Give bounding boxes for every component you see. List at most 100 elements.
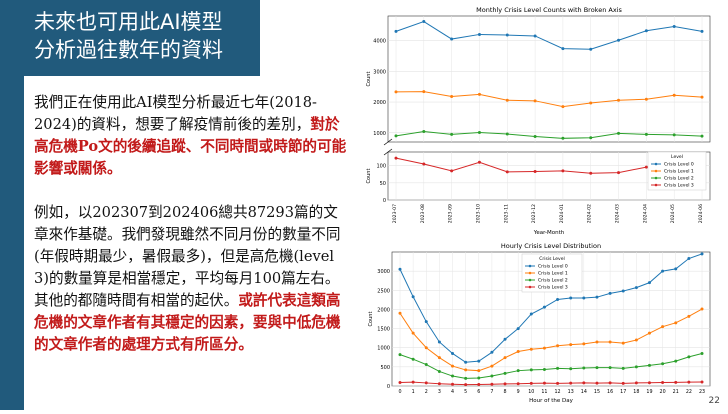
data-point [687,314,691,318]
legend-label: Crisis Level 3 [538,285,568,291]
y-tick-label: 500 [380,365,390,371]
data-point [464,376,468,380]
x-tick-label: 2024-05 [670,204,676,223]
data-point [398,381,402,385]
lower-y-tick-label: 0 [383,198,386,204]
axis-break-mark [383,148,393,156]
data-point [582,366,586,370]
data-point [595,366,599,370]
paragraph-2-normal: 例如，以202307到202406總共87293篇的文章來作基礎。我們發現雖然不… [34,204,341,309]
data-point [533,34,537,38]
data-point [582,381,586,385]
y-tick-label: 0 [387,384,390,390]
data-point [503,371,507,375]
data-point [503,382,507,386]
data-point [424,381,428,385]
data-point [634,381,638,385]
slide-body-text: 我們正在使用此AI模型分析最近七年(2018-2024)的資料，想要了解疫情前後… [34,92,352,378]
x-tick-label: 20 [660,389,666,395]
upper-y-tick-label: 3000 [373,69,386,75]
x-tick-label: 11 [541,389,547,395]
data-point [516,350,520,354]
data-point [608,291,612,295]
data-point [608,366,612,370]
data-point [582,342,586,346]
paragraph-1-emphasis: 對於高危機Po文的後續追蹤、不同時間或時節的可能影響或關係。 [34,116,347,177]
y-axis-label-lower: Count [366,169,372,184]
data-point [661,362,665,366]
upper-y-tick-label: 4000 [373,39,386,45]
x-tick-label: 4 [451,389,454,395]
page-number: 22 [708,396,720,406]
x-tick-label: 2023-12 [531,204,537,223]
data-point [589,101,593,105]
data-point [422,20,426,24]
y-tick-label: 3000 [377,269,390,275]
data-point [687,355,691,359]
data-point [700,307,704,311]
data-point [464,360,468,364]
data-point [450,169,454,173]
data-point [672,24,676,28]
x-tick-label: 8 [504,389,507,395]
data-point [516,382,520,386]
legend-marker [654,162,658,166]
series-line-2 [395,131,703,139]
data-point [700,252,704,256]
data-point [477,32,481,36]
data-point [589,136,593,140]
data-point [674,321,678,325]
x-tick-label: 7 [490,389,493,395]
x-tick-label: 13 [568,389,574,395]
data-point [450,132,454,136]
series-line-1 [399,308,703,372]
data-point [398,311,402,315]
data-point [661,269,665,273]
series-line-0 [399,253,703,363]
data-point [700,134,704,138]
data-point [437,340,441,344]
data-point [617,38,621,42]
data-point [411,380,415,384]
data-point [477,382,481,386]
data-point [529,347,533,351]
data-point [450,95,454,99]
data-point [561,169,565,173]
x-tick-label: 3 [438,389,441,395]
x-tick-label: 5 [464,389,467,395]
data-point [437,369,441,373]
data-point [503,337,507,341]
data-point [490,364,494,368]
data-point [687,257,691,261]
data-point [661,381,665,385]
x-tick-label: 14 [581,389,587,395]
data-point [595,381,599,385]
legend-label: Crisis Level 1 [664,169,694,175]
legend-label: Crisis Level 1 [538,271,568,277]
data-point [542,346,546,350]
upper-panel-frame [387,15,711,143]
data-point [542,305,546,309]
y-tick-label: 2000 [377,307,390,313]
x-tick-label: 0 [398,389,401,395]
data-point [674,359,678,363]
data-point [569,381,573,385]
data-point [505,132,509,136]
data-point [582,296,586,300]
data-point [561,136,565,140]
data-point [529,381,533,385]
data-point [647,281,651,285]
data-point [556,297,560,301]
slide-title-line2: 分析過往數年的資料 [34,38,223,62]
data-point [477,359,481,363]
x-axis-label: Year-Month [533,230,565,236]
paragraph-2-emphasis: 或許代表這類高危機的文章作者有其穩定的因素，要與中低危機的文章作者的處理方式有所… [34,292,341,353]
data-point [644,29,648,33]
monthly-chart: Monthly Crisis Level Counts with Broken … [362,2,722,238]
data-point [422,130,426,134]
y-tick-label: 2500 [377,288,390,294]
axis-break-mark [383,138,393,146]
data-point [634,338,638,342]
data-point [617,131,621,135]
x-tick-label: 12 [555,389,561,395]
